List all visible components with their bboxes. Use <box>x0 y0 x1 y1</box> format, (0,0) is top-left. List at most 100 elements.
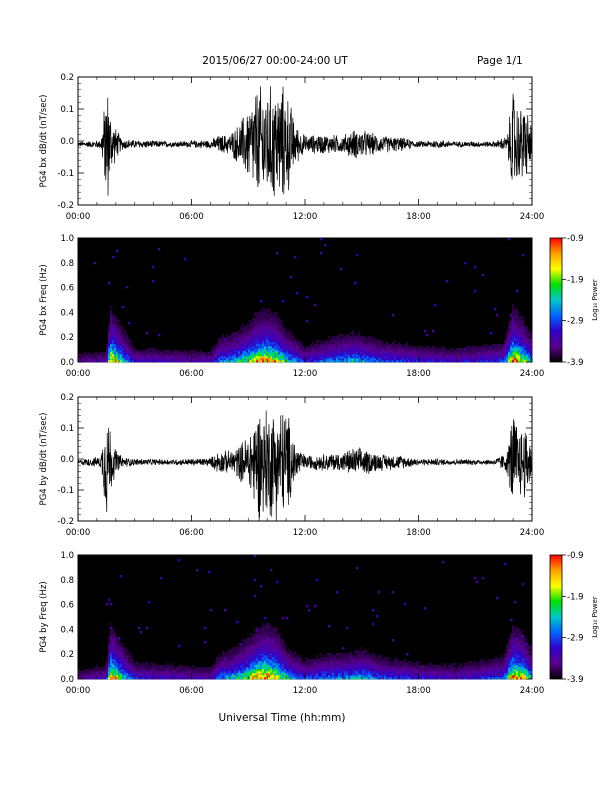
spectrogram-cell <box>276 581 279 584</box>
spectrogram-cell <box>298 655 301 658</box>
spectrogram-cell <box>264 310 267 313</box>
spectrogram-cell <box>442 348 445 351</box>
spectrogram-cell <box>296 667 299 670</box>
spectrogram-cell <box>430 354 433 357</box>
spectrogram-cell <box>360 671 363 674</box>
spectrogram-cell <box>206 354 209 357</box>
spectrogram-cell <box>240 665 243 668</box>
spectrogram-cell <box>248 675 251 678</box>
spectrogram-cell <box>378 350 381 353</box>
spectrogram-cell <box>374 358 377 361</box>
spectrogram-cell <box>524 336 527 339</box>
spectrogram-cell <box>356 649 359 652</box>
spectrogram-cell <box>258 647 261 650</box>
spectrogram-cell <box>370 358 373 361</box>
spectrogram-cell <box>256 314 259 317</box>
spectrogram-cell <box>250 663 253 666</box>
spectrogram-cell <box>350 340 353 343</box>
spectrogram-cell <box>182 352 185 355</box>
spectrogram-cell <box>390 360 393 363</box>
spectrogram-cell <box>344 669 347 672</box>
spectrogram-cell <box>124 354 127 357</box>
spectrogram-cell <box>516 330 519 333</box>
spectrogram-cell <box>258 322 261 325</box>
spectrogram-cell <box>204 354 207 357</box>
spectrogram-cell <box>346 671 349 674</box>
spectrogram-cell <box>314 663 317 666</box>
spectrogram-cell <box>276 320 279 323</box>
spectrogram-cell <box>324 671 327 674</box>
spectrogram-cell <box>252 641 255 644</box>
bx-spectrogram-ylabel: PG4 bx Freq (Hz) <box>39 264 49 335</box>
spectrogram-cell <box>288 358 291 361</box>
spectrogram-cell <box>520 318 523 321</box>
spectrogram-cell <box>300 671 303 674</box>
spectrogram-cell <box>524 332 527 335</box>
spectrogram-cell <box>130 657 133 660</box>
spectrogram-cell <box>268 356 271 359</box>
spectrogram-cell <box>330 669 333 672</box>
spectrogram-cell <box>296 344 299 347</box>
spectrogram-cell <box>106 348 109 351</box>
spectrogram-cell <box>280 675 283 678</box>
spectrogram-cell <box>244 354 247 357</box>
spectrogram-cell <box>370 677 373 680</box>
spectrogram-cell <box>118 643 121 646</box>
spectrogram-cell <box>114 342 117 345</box>
spectrogram-cell <box>366 356 369 359</box>
spectrogram-cell <box>366 346 369 349</box>
spectrogram-cell <box>392 639 395 642</box>
spectrogram-cell <box>210 352 213 355</box>
spectrogram-cell <box>332 673 335 676</box>
spectrogram-cell <box>140 673 143 676</box>
spectrogram-cell <box>272 340 275 343</box>
spectrogram-cell <box>522 324 525 327</box>
spectrogram-cell <box>82 673 85 676</box>
spectrogram-cell <box>374 673 377 676</box>
spectrogram-cell <box>514 346 517 349</box>
spectrogram-cell <box>290 360 293 363</box>
spectrogram-cell <box>274 318 277 321</box>
spectrogram-cell <box>296 356 299 359</box>
spectrogram-cell <box>382 667 385 670</box>
spectrogram-cell <box>262 320 265 323</box>
by-spectrogram-cells <box>78 555 533 680</box>
spectrogram-cell <box>294 348 297 351</box>
spectrogram-cell <box>418 350 421 353</box>
spectrogram-cell <box>512 318 515 321</box>
spectrogram-cell <box>276 322 279 325</box>
spectrogram-cell <box>490 354 493 357</box>
spectrogram-cell <box>256 671 259 674</box>
spectrogram-cell <box>226 344 229 347</box>
spectrogram-cell <box>242 324 245 327</box>
spectrogram-cell <box>314 350 317 353</box>
spectrogram-cell <box>246 334 249 337</box>
spectrogram-cell <box>122 659 125 662</box>
spectrogram-cell <box>524 352 527 355</box>
spectrogram-cell <box>298 669 301 672</box>
spectrogram-cell <box>86 677 89 680</box>
spectrogram-cell <box>318 360 321 363</box>
spectrogram-cell <box>112 336 115 339</box>
spectrogram-cell <box>266 647 269 650</box>
spectrogram-cell <box>182 669 185 672</box>
spectrogram-cell <box>226 655 229 658</box>
spectrogram-cell <box>390 665 393 668</box>
spectrogram-cell <box>270 651 273 654</box>
spectrogram-cell <box>512 324 515 327</box>
spectrogram-cell <box>230 669 233 672</box>
spectrogram-cell <box>110 663 113 666</box>
spectrogram-cell <box>274 677 277 680</box>
spectrogram-cell <box>348 342 351 345</box>
spectrogram-cell <box>234 675 237 678</box>
spectrogram-cell <box>166 673 169 676</box>
spectrogram-cell <box>276 336 279 339</box>
spectrogram-cell <box>250 332 253 335</box>
spectrogram-cell <box>352 663 355 666</box>
spectrogram-cell <box>264 330 267 333</box>
spectrogram-cell <box>166 669 169 672</box>
spectrogram-cell <box>374 677 377 680</box>
spectrogram-cell <box>170 356 173 359</box>
spectrogram-cell <box>366 360 369 363</box>
spectrogram-cell <box>212 358 215 361</box>
